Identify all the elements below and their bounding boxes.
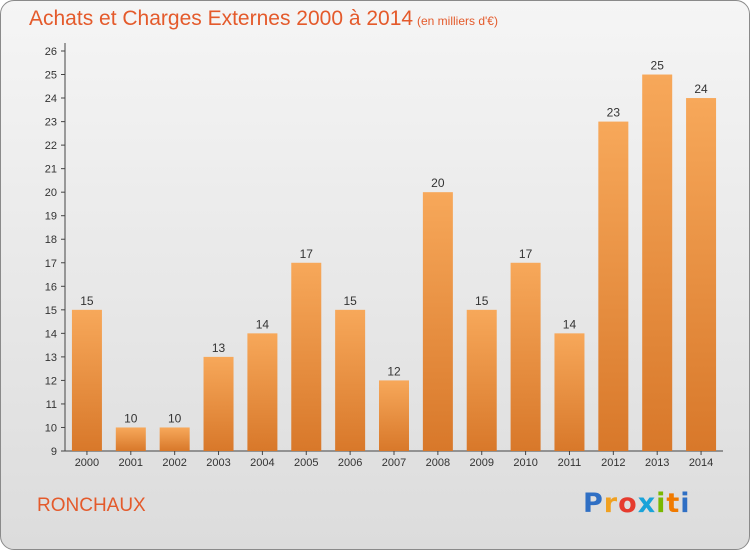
x-tick-label: 2014 xyxy=(689,457,713,469)
y-tick-label: 18 xyxy=(45,234,57,246)
x-tick-label: 2010 xyxy=(513,457,537,469)
proxiti-logo: Proxiti xyxy=(583,488,691,519)
bar-value-label: 14 xyxy=(563,317,577,331)
city-name: RONCHAUX xyxy=(37,495,146,516)
bar xyxy=(71,309,102,451)
logo-letter: i xyxy=(656,488,667,519)
bar xyxy=(510,262,541,451)
bar-value-label: 13 xyxy=(212,341,226,355)
bar-value-label: 20 xyxy=(431,176,445,190)
bar xyxy=(247,333,278,451)
bar-value-label: 23 xyxy=(607,106,621,120)
y-tick-label: 11 xyxy=(46,399,57,411)
y-tick-label: 13 xyxy=(45,352,57,364)
x-tick-label: 2001 xyxy=(119,457,143,469)
y-tick-label: 9 xyxy=(51,446,57,458)
bar-value-label: 10 xyxy=(124,411,138,425)
bar xyxy=(291,262,322,451)
x-tick-label: 2007 xyxy=(382,457,406,469)
bar xyxy=(379,380,409,451)
bar xyxy=(686,98,717,451)
x-tick-label: 2003 xyxy=(206,457,230,469)
bar-value-label: 14 xyxy=(256,317,270,331)
x-tick-label: 2002 xyxy=(162,457,186,469)
y-tick-label: 20 xyxy=(45,187,57,199)
bar xyxy=(466,309,497,451)
y-tick-label: 17 xyxy=(45,258,57,270)
y-tick-label: 16 xyxy=(45,281,57,293)
y-tick-label: 12 xyxy=(45,375,57,387)
y-tick-label: 14 xyxy=(45,328,57,340)
x-tick-label: 2009 xyxy=(469,457,493,469)
chart-title: Achats et Charges Externes 2000 à 2014 xyxy=(29,7,414,30)
y-tick-label: 19 xyxy=(45,211,57,223)
x-tick-label: 2011 xyxy=(558,457,582,469)
x-tick-label: 2005 xyxy=(294,457,318,469)
bar xyxy=(203,356,234,451)
bar xyxy=(115,427,146,451)
y-tick-label: 24 xyxy=(45,93,57,105)
x-tick-label: 2006 xyxy=(338,457,362,469)
x-tick-label: 2000 xyxy=(75,457,99,469)
y-tick-label: 25 xyxy=(45,70,57,82)
y-tick-label: 26 xyxy=(45,46,57,58)
y-tick-label: 15 xyxy=(45,305,57,317)
x-tick-label: 2008 xyxy=(426,457,450,469)
bar-value-label: 17 xyxy=(519,247,533,261)
bar-value-label: 17 xyxy=(300,247,314,261)
bar-value-label: 25 xyxy=(651,59,665,73)
logo-letter: r xyxy=(603,488,619,519)
bar-value-label: 24 xyxy=(694,82,708,96)
logo-letter: x xyxy=(637,488,657,519)
logo-letter: i xyxy=(680,488,691,519)
bar-value-label: 15 xyxy=(343,294,357,308)
x-tick-label: 2013 xyxy=(645,457,669,469)
x-tick-label: 2004 xyxy=(250,457,274,469)
y-tick-label: 23 xyxy=(45,117,57,129)
chart-subtitle: (en milliers d'€) xyxy=(417,14,498,28)
y-tick-label: 21 xyxy=(45,164,57,176)
logo-letter: o xyxy=(618,488,638,519)
x-tick-label: 2012 xyxy=(601,457,625,469)
bar-value-label: 12 xyxy=(387,364,401,378)
bar xyxy=(422,192,453,452)
logo-letter: P xyxy=(583,488,604,519)
bar-value-label: 15 xyxy=(475,294,489,308)
bar xyxy=(159,427,190,451)
y-tick-label: 10 xyxy=(45,422,57,434)
bar-value-label: 10 xyxy=(168,411,182,425)
logo-letter: t xyxy=(666,488,681,519)
bar xyxy=(598,121,629,452)
y-tick-label: 22 xyxy=(45,140,57,152)
bar xyxy=(554,333,585,451)
bar xyxy=(335,309,366,451)
bar-value-label: 15 xyxy=(80,294,94,308)
bar xyxy=(642,74,673,451)
